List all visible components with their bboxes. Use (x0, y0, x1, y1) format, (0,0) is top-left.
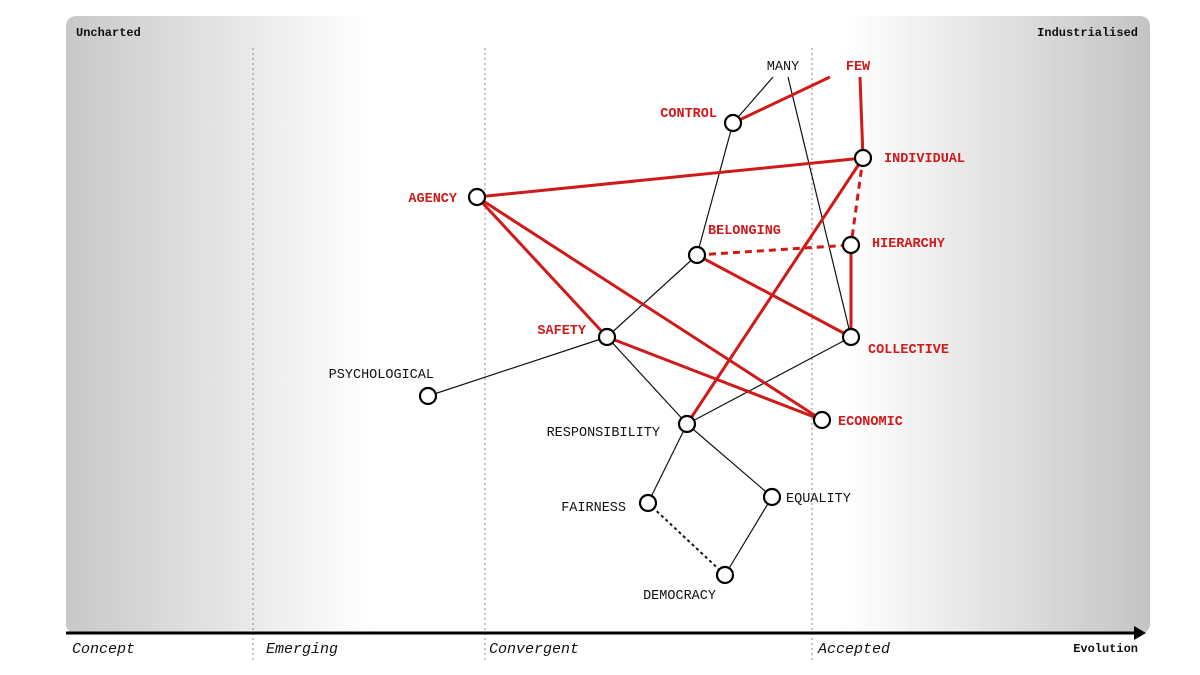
node-marker[interactable] (841, 235, 861, 255)
node-marker[interactable] (762, 487, 782, 507)
node-few[interactable]: FEW (846, 60, 871, 75)
corner-uncharted: Uncharted (76, 26, 141, 40)
node-democracy[interactable]: DEMOCRACY (643, 565, 735, 604)
link-equality-democracy (724, 496, 773, 576)
node-label: EQUALITY (786, 492, 851, 507)
node-marker[interactable] (841, 327, 861, 347)
link-few-control (732, 75, 831, 125)
stage-accepted: Accepted (817, 641, 890, 658)
link-individual-hierarchy (849, 157, 865, 246)
node-psychological[interactable]: PSYCHOLOGICAL (329, 368, 438, 406)
axis-label-evolution: Evolution (1073, 642, 1138, 656)
node-label: COLLECTIVE (868, 343, 949, 358)
node-marker[interactable] (812, 410, 832, 430)
node-label: CONTROL (660, 107, 717, 122)
link-responsibility-equality (686, 423, 773, 498)
link-agency-economic (476, 195, 823, 422)
node-marker[interactable] (597, 327, 617, 347)
node-responsibility[interactable]: RESPONSIBILITY (547, 414, 697, 441)
node-label: PSYCHOLOGICAL (329, 368, 434, 383)
axis-arrow-icon (1134, 626, 1146, 640)
link-few-individual (858, 76, 865, 159)
node-hierarchy[interactable]: HIERARCHY (841, 235, 946, 255)
stage-emerging: Emerging (266, 641, 338, 658)
node-many[interactable]: MANY (767, 60, 799, 75)
node-label: FEW (846, 60, 871, 75)
node-marker[interactable] (467, 187, 487, 207)
stage-concept: Concept (72, 641, 135, 658)
node-fairness[interactable]: FAIRNESS (561, 493, 658, 516)
node-label: ECONOMIC (838, 415, 903, 430)
link-safety-psychological (427, 336, 608, 397)
link-many-collective (787, 76, 852, 338)
link-agency-safety (475, 195, 609, 339)
link-safety-economic (606, 335, 823, 422)
node-label: BELONGING (708, 224, 781, 239)
node-individual[interactable]: INDIVIDUAL (853, 148, 965, 168)
node-marker[interactable] (418, 386, 438, 406)
node-label: INDIVIDUAL (884, 152, 965, 167)
corner-industrialised: Industrialised (1037, 26, 1138, 40)
node-marker[interactable] (638, 493, 658, 513)
node-economic[interactable]: ECONOMIC (812, 410, 903, 430)
node-control[interactable]: CONTROL (660, 107, 743, 133)
node-label: RESPONSIBILITY (547, 426, 660, 441)
link-belonging-collective (696, 253, 852, 339)
node-marker[interactable] (715, 565, 735, 585)
node-label: FAIRNESS (561, 501, 626, 516)
node-agency[interactable]: AGENCY (408, 187, 487, 207)
node-marker[interactable] (687, 245, 707, 265)
node-label: MANY (767, 60, 799, 75)
link-control-belonging (696, 122, 734, 256)
node-belonging[interactable]: BELONGING (687, 224, 781, 265)
node-marker[interactable] (723, 113, 743, 133)
link-responsibility-fairness (647, 423, 688, 504)
node-label: DEMOCRACY (643, 589, 716, 604)
node-label: AGENCY (408, 192, 458, 207)
node-safety[interactable]: SAFETY (537, 324, 617, 347)
node-marker[interactable] (853, 148, 873, 168)
link-responsibility-collective (686, 336, 852, 425)
stage-convergent: Convergent (489, 641, 579, 658)
node-label: SAFETY (537, 324, 587, 339)
node-label: HIERARCHY (872, 237, 946, 252)
node-collective[interactable]: COLLECTIVE (841, 327, 949, 358)
link-belonging-hierarchy (696, 243, 852, 257)
link-individual-agency (476, 156, 864, 199)
link-belonging-safety (606, 254, 698, 338)
node-marker[interactable] (677, 414, 697, 434)
link-many-control (732, 76, 774, 124)
link-safety-responsibility (606, 336, 688, 425)
map-background (66, 16, 1150, 634)
node-equality[interactable]: EQUALITY (762, 487, 851, 507)
